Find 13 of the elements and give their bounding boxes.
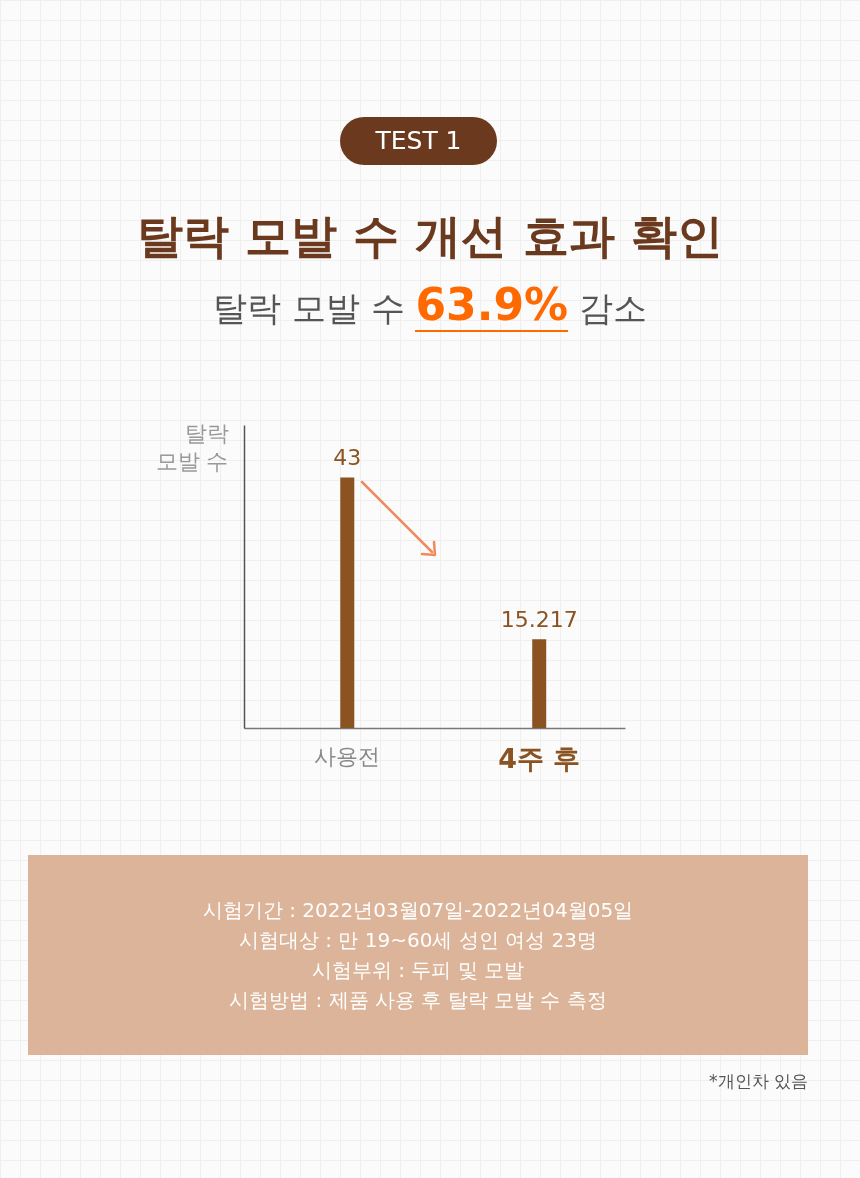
y-axis-title: 탈락 모발 수: [155, 420, 229, 474]
text: 시험기간 : 2022년03월07일-2022년04월05일: [202, 897, 634, 924]
text: *개인차 있음: [709, 1070, 808, 1093]
x-tick-label: 4주 후: [498, 742, 581, 774]
chart-subtitle: 탈락 모발 수 63.9% 감소: [213, 279, 647, 332]
data-label: 43: [333, 445, 362, 471]
x-tick-label: 사용전: [314, 743, 381, 769]
chart-title: 탈락 모발 수 개선 효과 확인: [135, 208, 725, 265]
text: 시험대상 : 만 19~60세 성인 여성 23명: [239, 927, 597, 954]
data-label: 15.217: [500, 607, 578, 633]
text: 시험방법 : 제품 사용 후 탈락 모발 수 측정: [229, 987, 607, 1014]
text: 시험부위 : 두피 및 모발: [311, 957, 525, 984]
text: TEST 1: [340, 117, 497, 165]
